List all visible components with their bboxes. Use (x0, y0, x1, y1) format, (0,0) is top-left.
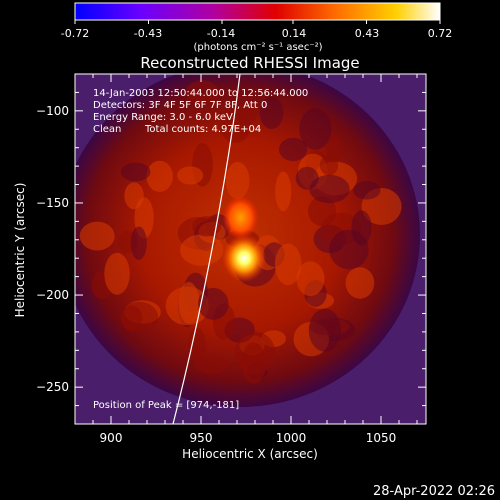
x-tick-label: 950 (190, 431, 213, 445)
annotation-detectors: Detectors: 3F 4F 5F 6F 7F 8F, Att 0 (93, 100, 267, 111)
colorbar-tick-0: -0.72 (61, 27, 89, 40)
emission-blob (234, 331, 276, 375)
annotation-method: Clean (93, 124, 121, 135)
secondary-source (222, 195, 259, 240)
annotation-time-range: 14-Jan-2003 12:50:44.000 to 12:56:44.000 (93, 88, 308, 99)
emission-blob (259, 96, 284, 130)
annotation-peak-position: Position of Peak = [974,-181] (93, 400, 239, 411)
colorbar-units: (photons cm⁻² s⁻¹ asec⁻²) (193, 42, 322, 53)
emission-texture (79, 80, 402, 384)
x-tick-label: 1050 (366, 431, 397, 445)
emission-blob (299, 108, 332, 150)
colorbar-tick-2: -0.14 (207, 27, 235, 40)
emission-blob (275, 171, 292, 212)
emission-blob (309, 174, 350, 204)
emission-blob (319, 154, 339, 176)
colorbar-tick-3: 0.14 (282, 27, 307, 40)
emission-blob (219, 109, 251, 143)
emission-blob (121, 305, 143, 332)
emission-blob (345, 267, 375, 299)
y-tick-label: −200 (36, 288, 69, 302)
emission-blob (278, 137, 308, 162)
plot-frame (74, 73, 427, 425)
annotation-counts: Total counts: 4.97E+04 (144, 124, 261, 135)
solar-limb (172, 74, 241, 424)
y-axis-label: Heliocentric Y (arcsec) (13, 183, 27, 318)
emission-blob (274, 243, 302, 286)
colorbar-tick-5: 0.72 (428, 27, 453, 40)
emission-blob (296, 261, 325, 297)
y-tick-label: −150 (36, 196, 69, 210)
emission-blob (79, 221, 115, 251)
chart-title: Reconstructed RHESSI Image (140, 54, 359, 72)
emission-blob (308, 308, 342, 352)
emission-blob (351, 210, 372, 246)
emission-blob (192, 216, 222, 237)
x-tick-label: 900 (100, 431, 123, 445)
emission-blob (295, 166, 319, 190)
emission-blob (197, 287, 229, 320)
axis-ticks: 900 950 1000 1050 −100 −150 −200 −250 (36, 74, 426, 445)
emission-blob (185, 80, 219, 106)
peak-source (222, 234, 267, 283)
emission-blob (124, 182, 144, 210)
colorbar (74, 2, 441, 21)
emission-blob (194, 355, 229, 374)
emission-blob (352, 181, 381, 200)
emission-blob (104, 252, 130, 295)
colorbar-tick-4: 0.43 (355, 27, 380, 40)
colorbar-ticks (74, 20, 441, 24)
footer-timestamp: 28-Apr-2022 02:26 (373, 484, 495, 499)
emission-blob (187, 327, 206, 362)
emission-blob (177, 166, 204, 185)
y-tick-label: −100 (36, 104, 69, 118)
y-tick-label: −250 (36, 380, 69, 394)
x-tick-label: 1000 (276, 431, 307, 445)
emission-blob (130, 226, 147, 260)
colorbar-tick-1: -0.43 (134, 27, 162, 40)
annotation-energy: Energy Range: 3.0 - 6.0 keV (93, 112, 233, 123)
x-axis-label: Heliocentric X (arcsec) (182, 447, 318, 461)
emission-blob (146, 160, 173, 192)
emission-blob (120, 162, 151, 182)
heatmap (75, 74, 426, 424)
emission-blob (225, 161, 250, 200)
